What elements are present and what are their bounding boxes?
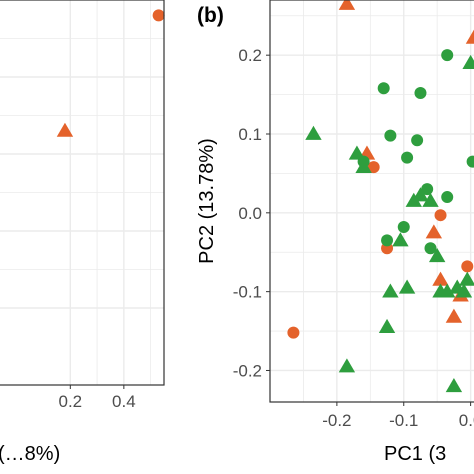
panel-a-point-orange-triangle	[56, 122, 74, 137]
panel-b-point-green-circle	[421, 183, 434, 196]
panel-b-x-tick-label: 0.0	[459, 411, 474, 430]
panel-a-x-axis-label: (…8%)	[0, 443, 60, 465]
panel-b-point-green-triangle	[378, 318, 396, 334]
panel-b-y-tick-label: -0.1	[233, 283, 262, 302]
panel-b-y-tick-label: 0.1	[238, 125, 262, 144]
panel-b-point-green-circle	[441, 191, 454, 204]
panel-b-y-tick-label: -0.2	[233, 361, 262, 380]
panel-b-point-green-triangle	[398, 279, 416, 294]
panel-b-y-axis-label: PC2 (13.78%)	[196, 138, 218, 264]
panel-b-point-green-triangle	[305, 125, 322, 140]
panel-b-point-green-triangle	[382, 283, 399, 298]
panel-b-point-green-triangle	[445, 378, 463, 393]
panel-b: (b) -0.2 -0.1 0.0 0.2 0.1 0.0 -0.1 -0.2 PC1 (3…	[196, 0, 474, 465]
panel-b-point-orange-triangle	[432, 271, 449, 286]
panel-a-x-tick-label: 0.2	[58, 392, 82, 411]
panel-b-label: (b)	[197, 4, 224, 27]
panel-b-x-axis-label: PC1 (3	[384, 443, 446, 465]
panel-b-point-green-triangle	[412, 187, 429, 202]
panel-b-x-ticks: -0.2 -0.1 0.0	[322, 402, 474, 430]
panel-a-border	[0, 0, 165, 386]
panel-b-point-green-circle	[397, 221, 410, 234]
panel-b-point-green-triangle	[449, 279, 466, 294]
panel-b-gridlines	[270, 0, 474, 402]
panel-b-point-green-triangle	[439, 283, 456, 298]
panel-b-point-green-triangle	[422, 192, 439, 207]
panel-b-point-green-triangle	[459, 271, 474, 286]
panel-b-point-green-circle	[411, 134, 424, 147]
panel-b-y-tick-label: 0.2	[238, 46, 262, 65]
panel-b-points	[287, 0, 474, 393]
panel-b-point-green-circle	[414, 87, 427, 100]
panel-b-plot-area	[270, 0, 474, 402]
panel-b-point-orange-triangle	[465, 29, 474, 44]
panel-b-point-green-triangle	[348, 145, 366, 160]
panel-b-point-green-circle	[466, 155, 474, 168]
panel-a-point-orange-circle	[152, 9, 165, 22]
panel-b-point-green-circle	[401, 151, 414, 164]
panel-b-point-green-circle	[384, 129, 397, 142]
panel-b-point-green-triangle	[428, 247, 446, 263]
panel-b-point-green-triangle	[462, 54, 474, 69]
panel-b-y-tick-label: 0.0	[238, 204, 262, 223]
panel-b-point-orange-circle	[434, 209, 447, 222]
panel-b-point-green-circle	[441, 49, 454, 62]
panel-b-border	[269, 0, 474, 403]
panel-a-gridlines	[0, 0, 164, 385]
panel-b-point-orange-triangle	[338, 0, 356, 10]
panel-b-point-orange-circle	[461, 260, 474, 273]
panel-b-y-ticks: 0.2 0.1 0.0 -0.1 -0.2	[233, 46, 270, 380]
panel-b-point-green-circle	[377, 82, 390, 95]
panel-a-x-tick-label: 0.4	[112, 392, 136, 411]
panel-b-x-tick-label: -0.2	[322, 411, 351, 430]
panel-b-point-green-triangle	[392, 232, 409, 247]
panel-b-point-orange-circle	[367, 161, 380, 174]
panel-b-point-green-circle	[424, 242, 437, 255]
panel-b-point-green-triangle	[338, 358, 356, 373]
panel-a: 0.2 0.4 (…8%)	[0, 0, 165, 465]
panel-a-points	[56, 9, 165, 137]
panel-b-point-orange-circle	[287, 326, 300, 339]
panel-b-point-orange-triangle	[425, 224, 443, 239]
panel-a-x-ticks: 0.2 0.4	[58, 385, 136, 411]
panel-b-point-orange-triangle	[445, 308, 463, 323]
panel-b-x-tick-label: -0.1	[389, 411, 418, 430]
panel-b-point-green-triangle	[355, 158, 372, 174]
panel-b-point-green-triangle	[455, 283, 473, 298]
panel-b-point-green-circle	[381, 234, 394, 247]
